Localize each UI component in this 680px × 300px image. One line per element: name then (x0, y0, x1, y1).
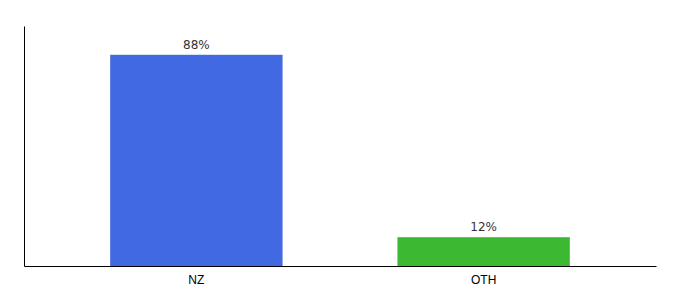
x-tick-label: NZ (188, 273, 204, 287)
data-labels: 88% 12% (183, 38, 497, 234)
chart-svg: NZ OTH 88% 12% (0, 0, 680, 300)
y-axis-line (24, 27, 25, 267)
x-tick-label: OTH (471, 273, 496, 287)
bars (110, 55, 570, 266)
x-tick: NZ (188, 273, 204, 287)
plot: NZ OTH 88% 12% (25, 27, 657, 287)
y-axis (24, 27, 25, 267)
data-label: 88% (183, 38, 210, 52)
x-axis: NZ OTH (25, 267, 657, 287)
x-tick: OTH (471, 273, 496, 287)
data-label: 12% (470, 220, 497, 234)
bar (397, 237, 569, 266)
chart-container: NZ OTH 88% 12% (0, 0, 680, 300)
bar (110, 55, 282, 266)
x-axis-line (25, 266, 657, 267)
